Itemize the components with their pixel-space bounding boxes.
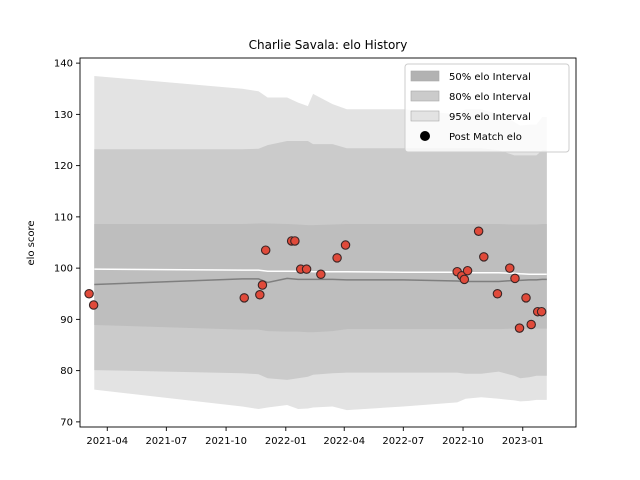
y-tick-label: 120 [54,161,73,172]
post-match-elo-point [239,293,250,303]
legend-frame [404,63,570,153]
post-match-elo-point [340,240,351,250]
plot-area: 70 80 90 100 110 120 130 140 2021-04 2021-07 2021-… [54,57,577,447]
x-tick-label: 2021-04 [86,436,128,447]
post-match-elo-point [514,323,525,333]
legend-label: 80% elo Interval [449,92,531,103]
post-match-elo-point [505,263,515,273]
post-match-elo-point [257,280,268,290]
post-match-elo-point [260,245,271,255]
legend-label: Post Match elo [449,132,522,143]
y-tick-label: 80 [60,366,73,377]
post-match-elo-point [492,288,503,299]
y-tick-label: 140 [54,59,73,70]
x-tick-label: 2022-10 [442,436,484,447]
y-tick-label: 110 [54,212,73,223]
legend-marker [420,131,430,141]
post-match-elo-point [316,269,326,280]
post-match-elo-point [462,265,473,276]
x-tick-label: 2022-07 [382,436,424,447]
post-match-elo-point [459,274,470,285]
x-tick-label: 2022-01 [265,436,307,447]
post-match-elo-point [536,306,547,317]
legend: 50% elo Interval 80% elo Interval 95% elo … [404,63,570,153]
y-tick-label: 130 [54,110,73,121]
post-match-elo-point [510,273,520,284]
median-elo-line [94,268,547,276]
x-tick-label: 2022-04 [323,436,365,447]
x-tick-label: 2021-10 [205,436,247,447]
legend-swatch [410,90,440,102]
post-match-elo-point [301,264,312,274]
y-tick-label: 90 [60,315,73,326]
post-match-elo-point [255,290,265,300]
post-match-elo-point [473,226,484,236]
post-match-elo-point [332,253,342,263]
y-tick-label: 70 [60,417,73,428]
post-match-elo-point [479,252,489,262]
post-match-elo-point [521,293,531,303]
post-match-elo-point [290,236,300,246]
x-tick-label: 2023-01 [502,436,544,447]
chart-title: Charlie Savala: elo History [249,38,408,52]
mean-elo-line [94,277,547,286]
post-match-elo-point [88,300,99,310]
x-tick-label: 2021-07 [145,436,187,447]
plot-frame [79,57,577,428]
y-tick-label: 100 [54,264,73,275]
legend-swatch [410,70,440,82]
y-axis-label: elo score [26,220,37,265]
legend-label: 95% elo Interval [449,112,531,123]
legend-label: 50% elo Interval [449,72,531,83]
post-match-elo-point [84,288,94,299]
post-match-elo-point [526,319,536,330]
legend-swatch [410,110,440,122]
